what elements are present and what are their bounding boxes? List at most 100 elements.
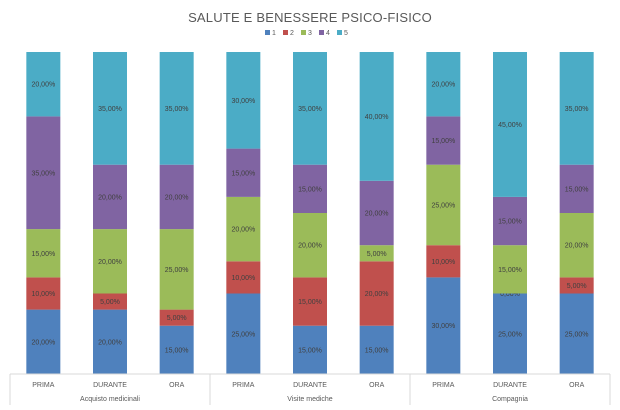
bar-segment-s5-c1	[93, 52, 127, 165]
bar-segment-s4-c3	[226, 148, 261, 197]
data-label-s2-c4: 15,00%	[298, 299, 322, 306]
data-label-s1-c0: 20,00%	[31, 339, 55, 346]
data-label-s4-c2: 20,00%	[165, 194, 189, 201]
bar-segment-s5-c6	[426, 52, 461, 117]
x-tick-label-c1: DURANTE	[93, 382, 127, 389]
legend-swatch-2	[283, 30, 288, 35]
data-label-s3-c0: 15,00%	[31, 251, 55, 258]
x-tick-label-c8: ORA	[569, 382, 585, 389]
data-label-s3-c5: 5,00%	[367, 251, 387, 258]
bar-segment-s3-c4	[293, 213, 327, 278]
data-label-s1-c8: 25,00%	[565, 331, 589, 338]
data-label-s3-c8: 20,00%	[565, 243, 589, 250]
bar-segment-s5-c3	[226, 52, 261, 149]
data-label-s4-c5: 20,00%	[365, 211, 389, 218]
data-label-s5-c3: 30,00%	[231, 98, 255, 105]
bar-segment-s1-c1	[93, 309, 127, 374]
bar-segment-s1-c4	[293, 325, 327, 374]
x-tick-label-c3: PRIMA	[232, 382, 255, 389]
data-label-s3-c1: 20,00%	[98, 259, 122, 266]
bar-segment-s4-c4	[293, 164, 327, 213]
data-label-s1-c7: 25,00%	[498, 331, 522, 338]
legend-label-2: 2	[290, 30, 294, 37]
data-label-s1-c2: 15,00%	[165, 347, 189, 354]
bar-segment-s2-c0	[26, 277, 61, 310]
bar-segment-s3-c6	[426, 164, 461, 246]
bar-segment-s4-c7	[493, 196, 527, 246]
bar-segment-s3-c7	[493, 245, 527, 294]
bar-segment-s2-c2	[159, 309, 194, 326]
data-label-s5-c5: 40,00%	[365, 114, 389, 121]
x-tick-label-c5: ORA	[369, 382, 385, 389]
legend-swatch-4	[319, 30, 324, 35]
bar-segment-s1-c7	[493, 293, 527, 374]
data-label-s1-c6: 30,00%	[431, 323, 455, 330]
bar-segment-s3-c3	[226, 196, 261, 262]
data-label-s4-c8: 15,00%	[565, 186, 589, 193]
bar-segment-s3-c8	[559, 213, 594, 278]
bar-segment-s3-c1	[93, 229, 127, 294]
bar-segment-s4-c2	[159, 164, 194, 230]
bar-segment-s1-c6	[426, 277, 461, 374]
bar-segment-s3-c0	[26, 229, 61, 278]
bar-segment-s2-c6	[426, 245, 461, 278]
bar-segment-s1-c5	[359, 325, 394, 374]
bar-segment-s2-c8	[559, 277, 594, 294]
data-label-s4-c0: 35,00%	[31, 170, 55, 177]
bar-segment-s3-c2	[159, 229, 194, 310]
bar-segment-s5-c5	[359, 52, 394, 181]
bar-segment-s2-c3	[226, 261, 261, 294]
group-label-1: Visite mediche	[287, 396, 333, 403]
data-label-s5-c6: 20,00%	[431, 82, 455, 89]
data-label-s2-c6: 10,00%	[431, 259, 455, 266]
data-label-s5-c7: 45,00%	[498, 122, 522, 129]
data-label-s1-c4: 15,00%	[298, 347, 322, 354]
x-tick-label-c2: ORA	[169, 382, 185, 389]
legend-swatch-3	[301, 30, 306, 35]
group-label-2: Compagnia	[492, 396, 528, 403]
x-tick-label-c6: PRIMA	[432, 382, 455, 389]
data-label-s1-c1: 20,00%	[98, 339, 122, 346]
x-tick-label-c7: DURANTE	[493, 382, 527, 389]
data-label-s3-c4: 20,00%	[298, 243, 322, 250]
data-label-s1-c3: 25,00%	[231, 331, 255, 338]
data-label-s2-c3: 10,00%	[231, 275, 255, 282]
legend-label-1: 1	[272, 30, 276, 37]
group-label-0: Acquisto medicinali	[80, 396, 140, 403]
bar-segment-s2-c1	[93, 293, 127, 310]
data-label-s2-c2: 5,00%	[167, 315, 187, 322]
data-label-s3-c2: 25,00%	[165, 267, 189, 274]
legend-label-5: 5	[344, 30, 348, 37]
chart-title: SALUTE E BENESSERE PSICO-FISICO	[188, 10, 432, 25]
data-label-s2-c8: 5,00%	[567, 283, 587, 290]
x-tick-label-c0: PRIMA	[32, 382, 55, 389]
data-label-s1-c5: 15,00%	[365, 347, 389, 354]
bar-segment-s4-c5	[359, 180, 394, 246]
bar-segment-s5-c0	[26, 52, 61, 117]
bar-segment-s5-c2	[159, 52, 194, 165]
data-label-s5-c2: 35,00%	[165, 106, 189, 113]
bar-segment-s3-c5	[359, 245, 394, 262]
data-label-s4-c4: 15,00%	[298, 186, 322, 193]
data-label-s4-c6: 15,00%	[431, 138, 455, 145]
bar-segment-s4-c0	[26, 116, 61, 230]
data-label-s5-c0: 20,00%	[31, 82, 55, 89]
bar-segment-s5-c4	[293, 52, 327, 165]
data-label-s4-c3: 15,00%	[231, 170, 255, 177]
x-tick-label-c4: DURANTE	[293, 382, 327, 389]
bar-segment-s4-c6	[426, 116, 461, 165]
legend-swatch-5	[337, 30, 342, 35]
bar-segment-s5-c7	[493, 52, 527, 197]
legend-label-3: 3	[308, 30, 312, 37]
data-label-s4-c1: 20,00%	[98, 194, 122, 201]
data-label-s3-c3: 20,00%	[231, 227, 255, 234]
data-label-s4-c7: 15,00%	[498, 219, 522, 226]
bar-segment-s1-c8	[559, 293, 594, 374]
legend-swatch-1	[265, 30, 270, 35]
bar-segment-s2-c4	[293, 277, 327, 326]
bar-segment-s4-c1	[93, 164, 127, 230]
data-label-s2-c0: 10,00%	[31, 291, 55, 298]
data-label-s5-c8: 35,00%	[565, 106, 589, 113]
